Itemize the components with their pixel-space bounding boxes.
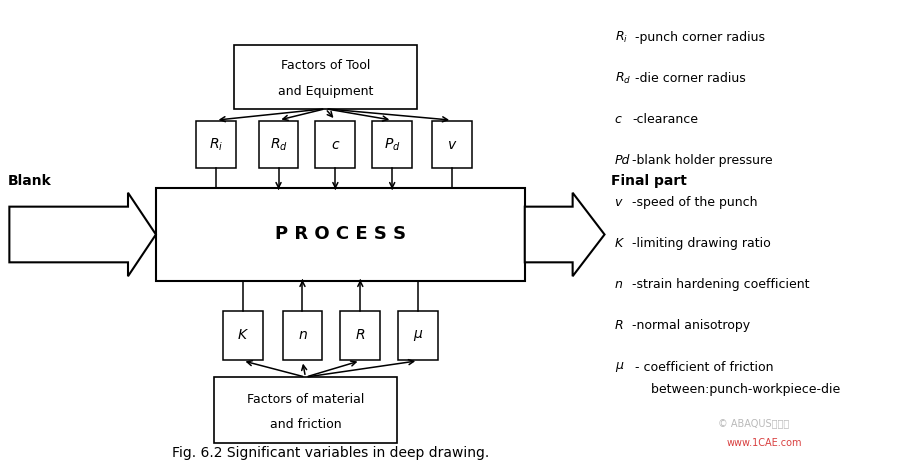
Text: -normal anisotropy: -normal anisotropy [632, 319, 751, 332]
Text: $P_d$: $P_d$ [384, 137, 401, 153]
Text: $R_i$: $R_i$ [209, 137, 223, 153]
Text: Blank: Blank [7, 174, 51, 188]
Text: Factors of material: Factors of material [247, 393, 364, 406]
Text: Factors of Tool: Factors of Tool [280, 59, 370, 71]
Text: -speed of the punch: -speed of the punch [632, 196, 758, 209]
FancyBboxPatch shape [372, 121, 412, 168]
Text: $R$: $R$ [356, 329, 366, 343]
Text: and Equipment: and Equipment [278, 85, 373, 98]
FancyBboxPatch shape [223, 310, 263, 360]
FancyBboxPatch shape [234, 45, 417, 109]
FancyBboxPatch shape [156, 188, 525, 281]
Text: www.1CAE.com: www.1CAE.com [727, 438, 802, 448]
Text: -punch corner radius: -punch corner radius [636, 31, 766, 44]
Text: $K$: $K$ [237, 329, 249, 343]
Text: -limiting drawing ratio: -limiting drawing ratio [632, 237, 771, 250]
Text: K: K [615, 237, 623, 250]
FancyBboxPatch shape [196, 121, 236, 168]
Text: P R O C E S S: P R O C E S S [275, 226, 406, 244]
Text: between:punch-workpiece-die: between:punch-workpiece-die [636, 384, 841, 397]
Text: $R_i$: $R_i$ [615, 30, 628, 45]
Text: -die corner radius: -die corner radius [636, 72, 746, 85]
FancyBboxPatch shape [258, 121, 298, 168]
Text: v: v [615, 196, 622, 209]
Text: $R_d$: $R_d$ [615, 71, 630, 86]
Text: Fig. 6.2 Significant variables in deep drawing.: Fig. 6.2 Significant variables in deep d… [171, 445, 489, 459]
FancyBboxPatch shape [282, 310, 322, 360]
Text: $\mu$: $\mu$ [413, 328, 424, 343]
FancyBboxPatch shape [398, 310, 438, 360]
Polygon shape [9, 193, 156, 276]
Text: $\mu$: $\mu$ [615, 360, 624, 374]
Text: $n$: $n$ [297, 329, 307, 343]
FancyBboxPatch shape [214, 377, 397, 443]
Text: c: c [615, 113, 621, 126]
FancyBboxPatch shape [432, 121, 472, 168]
Text: $v$: $v$ [447, 137, 457, 151]
Text: Final part: Final part [610, 174, 687, 188]
Text: Pd: Pd [615, 154, 629, 167]
Text: and friction: and friction [269, 418, 341, 432]
Text: $R_d$: $R_d$ [269, 137, 288, 153]
Text: n: n [615, 278, 622, 291]
Polygon shape [525, 193, 605, 276]
Text: -blank holder pressure: -blank holder pressure [632, 154, 773, 167]
Text: -clearance: -clearance [632, 113, 698, 126]
FancyBboxPatch shape [340, 310, 380, 360]
Text: - coefficient of friction: - coefficient of friction [636, 361, 774, 374]
Text: -strain hardening coefficient: -strain hardening coefficient [632, 278, 810, 291]
Text: R: R [615, 319, 623, 332]
Text: $c$: $c$ [331, 137, 340, 151]
Text: © ABAQUS大将军: © ABAQUS大将军 [718, 418, 790, 428]
FancyBboxPatch shape [316, 121, 356, 168]
